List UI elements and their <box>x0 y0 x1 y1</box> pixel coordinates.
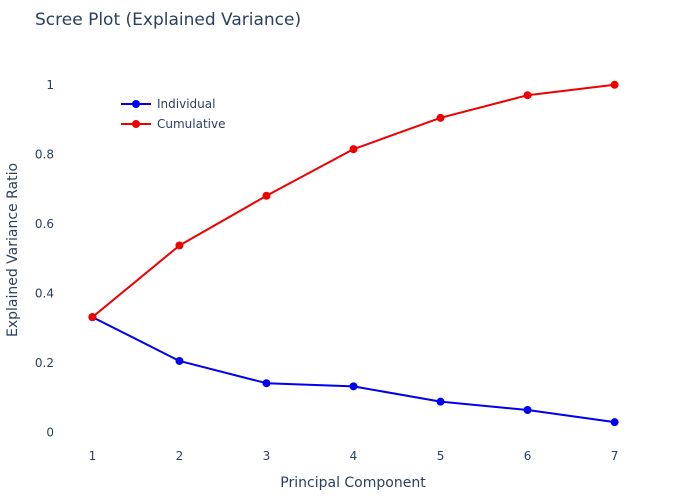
chart-title: Scree Plot (Explained Variance) <box>35 10 301 30</box>
x-tick-label: 7 <box>611 449 619 463</box>
legend-marker-cumulative <box>132 120 140 128</box>
x-tick-label: 6 <box>524 449 532 463</box>
data-point-individual[interactable] <box>436 397 445 406</box>
x-tick-label: 5 <box>437 449 445 463</box>
y-tick-label: 0.2 <box>35 356 54 370</box>
x-axis-label: Principal Component <box>280 475 426 491</box>
y-tick-label: 0.8 <box>35 147 54 161</box>
legend-label-individual[interactable]: Individual <box>157 97 215 111</box>
y-axis-ticks: 0 0.2 0.4 0.6 0.8 1 <box>35 78 54 440</box>
x-tick-label: 3 <box>263 449 271 463</box>
data-point-cumulative[interactable] <box>610 80 619 89</box>
legend: Individual Cumulative <box>121 97 226 131</box>
series-line-individual <box>91 316 615 424</box>
legend-label-cumulative[interactable]: Cumulative <box>157 117 226 131</box>
data-point-individual[interactable] <box>610 418 619 427</box>
data-point-cumulative[interactable] <box>523 91 532 100</box>
data-point-individual[interactable] <box>262 379 271 388</box>
y-tick-label: 0.4 <box>35 286 54 300</box>
x-axis-ticks: 1 2 3 4 5 6 7 <box>89 449 619 463</box>
x-tick-label: 2 <box>176 449 184 463</box>
y-tick-label: 1 <box>46 78 54 92</box>
data-point-cumulative[interactable] <box>88 313 97 322</box>
data-point-individual[interactable] <box>349 382 358 391</box>
legend-marker-individual <box>132 100 140 108</box>
x-tick-label: 1 <box>89 449 97 463</box>
y-tick-label: 0.6 <box>35 217 54 231</box>
x-tick-label: 4 <box>350 449 358 463</box>
data-point-individual[interactable] <box>523 406 532 414</box>
data-point-cumulative[interactable] <box>262 191 271 200</box>
y-axis-label: Explained Variance Ratio <box>5 163 21 337</box>
data-point-cumulative[interactable] <box>175 241 184 250</box>
y-tick-label: 0 <box>46 426 54 440</box>
series-layer <box>88 80 619 427</box>
data-point-individual[interactable] <box>175 356 184 365</box>
data-point-cumulative[interactable] <box>349 145 358 154</box>
data-point-cumulative[interactable] <box>436 113 445 122</box>
